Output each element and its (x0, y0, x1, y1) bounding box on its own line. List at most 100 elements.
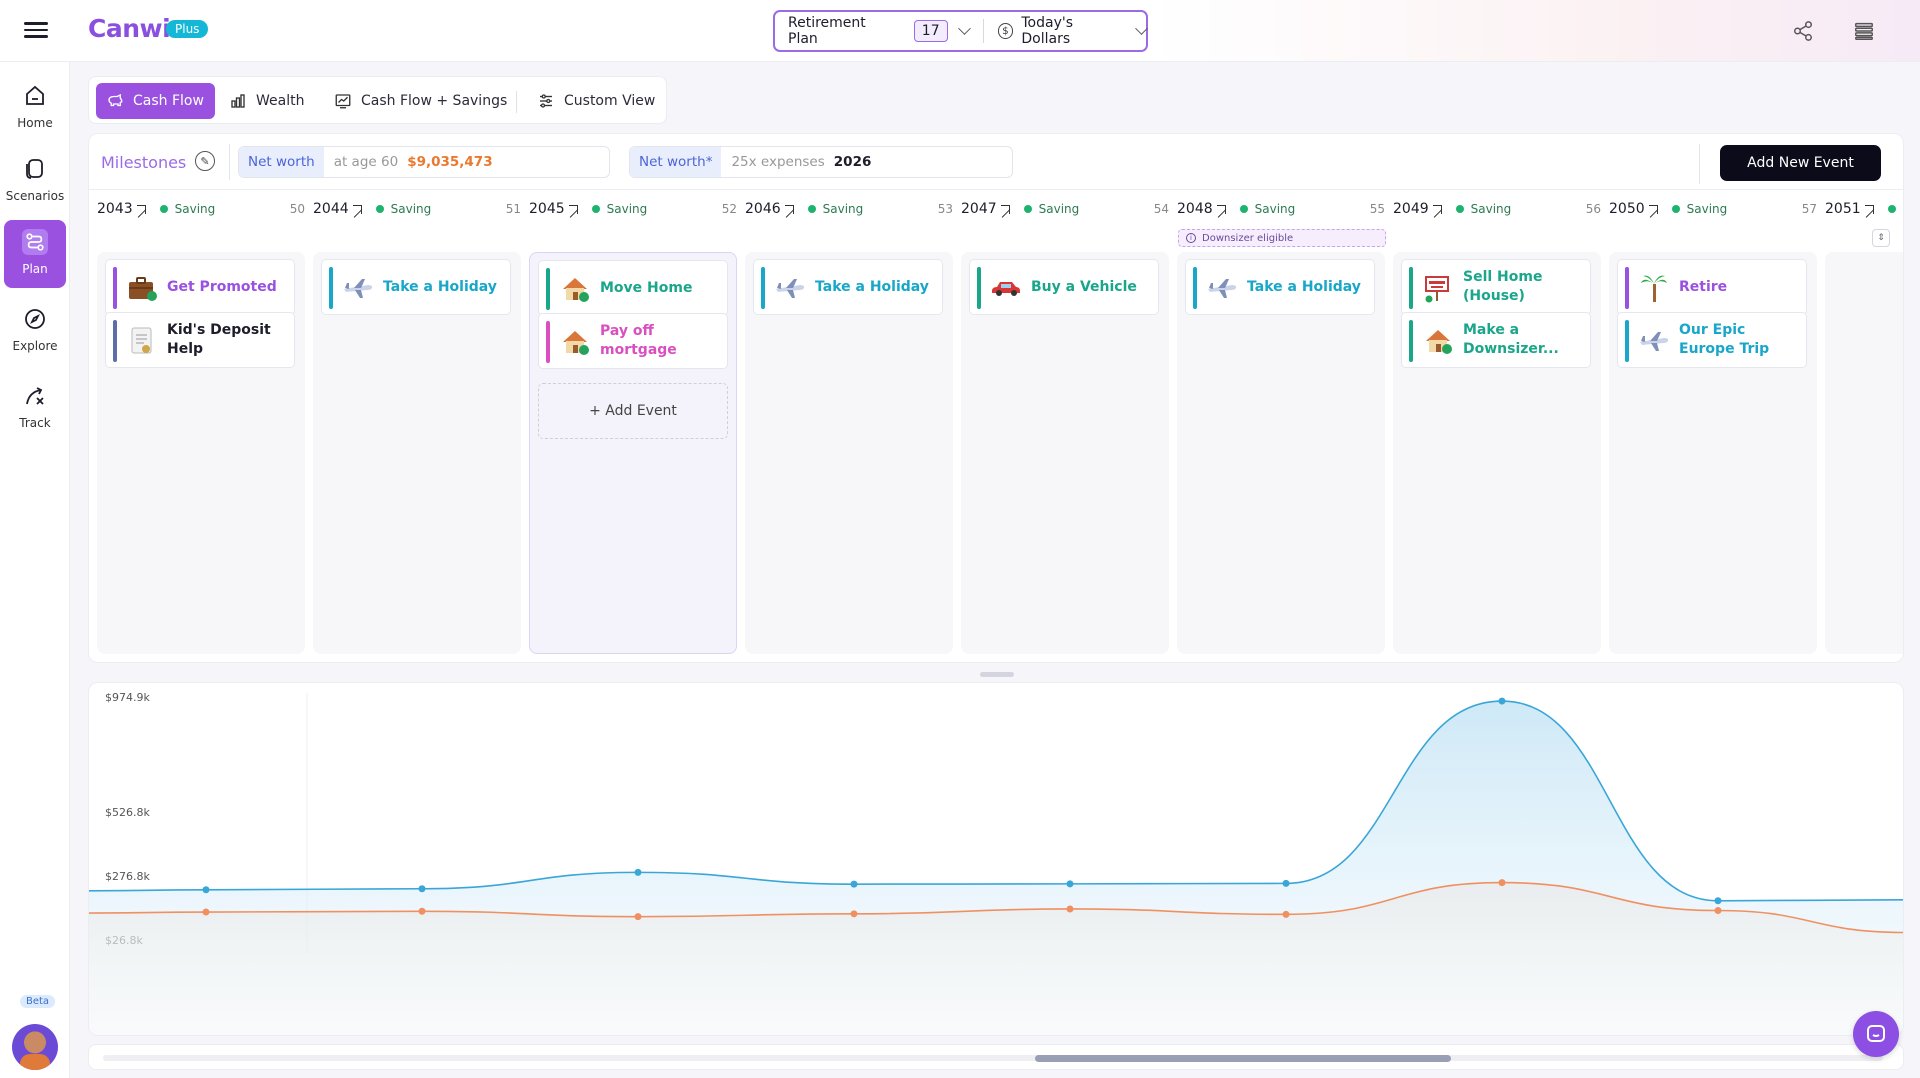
add-event-button[interactable]: + Add Event (538, 383, 728, 439)
airplane-icon (774, 273, 806, 303)
data-point[interactable] (634, 913, 642, 921)
year-column-2046[interactable]: Take a Holiday (745, 252, 953, 654)
data-point[interactable] (850, 910, 858, 918)
event-card[interactable]: Take a Holiday (1185, 259, 1375, 315)
chat-icon[interactable] (1853, 1011, 1899, 1057)
tab-cash-flow-savings[interactable]: Cash Flow + Savings (324, 83, 517, 119)
hamburger-menu-icon[interactable] (24, 18, 48, 42)
chevron-down-icon[interactable] (957, 22, 971, 35)
data-point[interactable] (1066, 905, 1074, 913)
event-card[interactable]: Our Epic Europe Trip (1617, 312, 1807, 368)
year-link[interactable]: 2049 (1393, 201, 1429, 217)
arrow-up-right-icon[interactable] (1864, 204, 1874, 214)
data-point[interactable] (202, 886, 210, 894)
data-point[interactable] (634, 868, 642, 876)
plan-icon (22, 229, 48, 255)
nav-item-plan[interactable]: Plan (4, 220, 66, 288)
year-header-2045: 51 2045 Saving (499, 201, 648, 217)
year-age: 51 (505, 202, 521, 216)
arrow-up-right-icon[interactable] (1432, 204, 1442, 214)
data-point[interactable] (1714, 897, 1722, 905)
sliders-icon (537, 92, 555, 110)
event-card[interactable]: Buy a Vehicle (969, 259, 1159, 315)
event-card[interactable]: Sell Home (House) (1401, 259, 1591, 315)
chevron-down-icon[interactable] (1135, 22, 1148, 35)
year-age: 52 (721, 202, 737, 216)
plan-selector[interactable]: Retirement Plan 17 $ Today's Dollars (773, 10, 1148, 52)
plan-number[interactable]: 17 (913, 20, 948, 42)
year-column-2043[interactable]: Get Promoted Kid's Deposit Help (97, 252, 305, 654)
plan-name[interactable]: Retirement Plan (788, 15, 866, 47)
arrow-up-right-icon[interactable] (1648, 204, 1658, 214)
nav-item-explore[interactable]: Explore (4, 297, 66, 365)
horizontal-scrollbar[interactable] (88, 1044, 1904, 1070)
year-link[interactable]: 2045 (529, 201, 565, 217)
user-avatar[interactable] (12, 1024, 58, 1070)
share-icon[interactable] (1792, 20, 1814, 42)
arrow-up-right-icon[interactable] (784, 204, 794, 214)
data-point[interactable] (1066, 880, 1074, 888)
year-link[interactable]: 2048 (1177, 201, 1213, 217)
arrow-up-right-icon[interactable] (352, 204, 362, 214)
year-link[interactable]: 2047 (961, 201, 997, 217)
data-point[interactable] (850, 880, 858, 888)
event-label: Kid's Deposit Help (167, 322, 271, 357)
year-link[interactable]: 2051 (1825, 201, 1861, 217)
event-card[interactable]: Kid's Deposit Help (105, 312, 295, 368)
event-color-stripe (113, 267, 117, 309)
arrow-up-right-icon[interactable] (568, 204, 578, 214)
edit-icon[interactable]: ✎ (195, 151, 215, 171)
scroll-thumb[interactable] (1035, 1055, 1451, 1062)
event-card[interactable]: Take a Holiday (753, 259, 943, 315)
year-column-2047[interactable]: Buy a Vehicle (961, 252, 1169, 654)
data-point[interactable] (1282, 910, 1290, 918)
event-card[interactable]: Retire (1617, 259, 1807, 315)
tab-custom-view[interactable]: Custom View (527, 83, 665, 119)
year-column-2049[interactable]: Sell Home (House) Make a Downsizer... (1393, 252, 1601, 654)
scroll-track[interactable] (103, 1055, 1883, 1061)
data-point[interactable] (1498, 697, 1506, 705)
event-label: Pay off mortgage (600, 323, 677, 358)
data-point[interactable] (202, 908, 210, 916)
event-card[interactable]: Get Promoted (105, 259, 295, 315)
event-color-stripe (329, 267, 333, 309)
app-logo[interactable]: Canwi (88, 14, 171, 43)
event-label: Get Promoted (167, 278, 277, 295)
event-card[interactable]: Make a Downsizer... (1401, 312, 1591, 368)
event-card[interactable]: Take a Holiday (321, 259, 511, 315)
add-new-event-button[interactable]: Add New Event (1720, 145, 1881, 181)
year-link[interactable]: 2043 (97, 201, 133, 217)
net-worth-age-milestone[interactable]: Net worth at age 60 $9,035,473 (238, 146, 610, 178)
data-point[interactable] (1282, 879, 1290, 887)
data-point[interactable] (1498, 879, 1506, 887)
year-column-2048[interactable]: Take a Holiday (1177, 252, 1385, 654)
net-worth-expenses-milestone[interactable]: Net worth* 25x expenses 2026 (629, 146, 1013, 178)
dollar-mode-label[interactable]: Today's Dollars (1021, 15, 1073, 47)
arrow-up-right-icon[interactable] (1000, 204, 1010, 214)
year-column-2051[interactable] (1825, 252, 1903, 654)
layers-icon[interactable] (1853, 20, 1875, 42)
year-age: 54 (1153, 202, 1169, 216)
year-header-2049: 55 2049 Saving (1363, 201, 1512, 217)
nav-item-scenarios[interactable]: Scenarios (4, 147, 66, 215)
arrow-up-right-icon[interactable] (136, 204, 146, 214)
year-link[interactable]: 2050 (1609, 201, 1645, 217)
arrow-up-right-icon[interactable] (1216, 204, 1226, 214)
data-point[interactable] (418, 907, 426, 915)
event-card[interactable]: Pay off mortgage (538, 313, 728, 369)
tab-cash-flow[interactable]: Cash Flow (96, 83, 215, 119)
data-point[interactable] (1714, 907, 1722, 915)
year-link[interactable]: 2046 (745, 201, 781, 217)
expand-collapse-icon[interactable]: ⇕ (1872, 229, 1890, 247)
data-point[interactable] (418, 885, 426, 893)
year-column-2050[interactable]: Retire Our Epic Europe Trip (1609, 252, 1817, 654)
nav-item-home[interactable]: Home (4, 74, 66, 142)
nav-item-track[interactable]: Track (4, 374, 66, 442)
year-column-2044[interactable]: Take a Holiday (313, 252, 521, 654)
resize-handle[interactable] (980, 672, 1014, 677)
event-card[interactable]: Move Home (538, 260, 728, 316)
year-link[interactable]: 2044 (313, 201, 349, 217)
chart-svg: $974.9k$526.8k$276.8k$26.8k (89, 691, 1903, 1035)
tab-wealth[interactable]: Wealth (219, 83, 314, 119)
year-column-2045[interactable]: Move Home Pay off mortgage + Add Event (529, 252, 737, 654)
